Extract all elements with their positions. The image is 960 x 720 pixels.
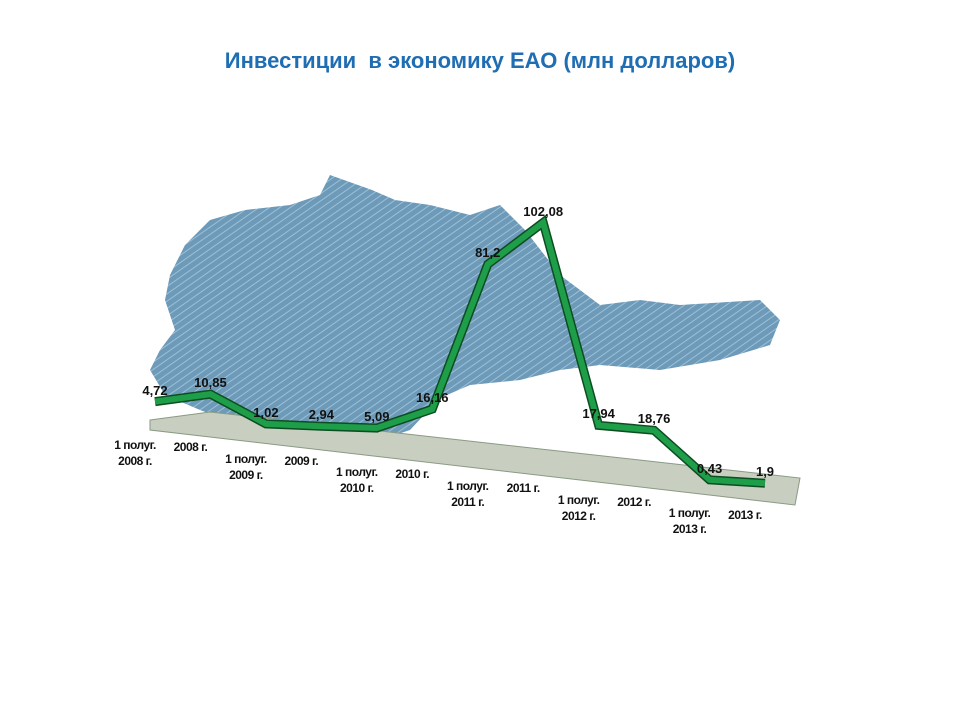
x-tick-label: 1 полуг. 2011 г. bbox=[446, 479, 489, 510]
data-label: 17,94 bbox=[582, 406, 615, 422]
data-label: 0,43 bbox=[696, 460, 723, 476]
data-label: 16,16 bbox=[415, 390, 449, 406]
x-tick-label: 1 полуг. 2008 г. bbox=[114, 438, 156, 469]
x-tick-label: 2009 г. bbox=[284, 453, 319, 468]
map-shape bbox=[150, 175, 780, 445]
x-tick-label: 1 полуг. 2013 г. bbox=[668, 506, 711, 537]
x-tick-label: 2013 г. bbox=[728, 508, 762, 523]
x-tick-label: 1 полуг. 2012 г. bbox=[557, 492, 600, 523]
line bbox=[154, 217, 766, 487]
banknote-strip bbox=[149, 411, 801, 506]
x-tick-label: 2012 г. bbox=[617, 494, 651, 509]
x-tick-label: 2011 г. bbox=[506, 480, 541, 495]
data-label: 4,72 bbox=[142, 382, 168, 398]
x-tick-label: 1 полуг. 2010 г. bbox=[336, 465, 378, 496]
data-label: 2,94 bbox=[308, 407, 335, 423]
x-tick-label: 1 полуг. 2009 г. bbox=[225, 451, 267, 482]
data-label: 1,02 bbox=[253, 404, 279, 420]
data-label: 1,9 bbox=[755, 464, 775, 480]
data-label: 5,09 bbox=[364, 409, 390, 425]
data-label: 18,76 bbox=[637, 411, 671, 427]
x-tick-label: 2008 г. bbox=[173, 439, 208, 454]
data-label: 81,2 bbox=[475, 245, 501, 261]
chart-title: Инвестиции в экономику ЕАО (млн долларов… bbox=[224, 48, 736, 73]
data-label: 102,08 bbox=[523, 203, 564, 219]
x-tick-label: 2010 г. bbox=[395, 467, 430, 482]
data-label: 10,85 bbox=[194, 375, 227, 391]
